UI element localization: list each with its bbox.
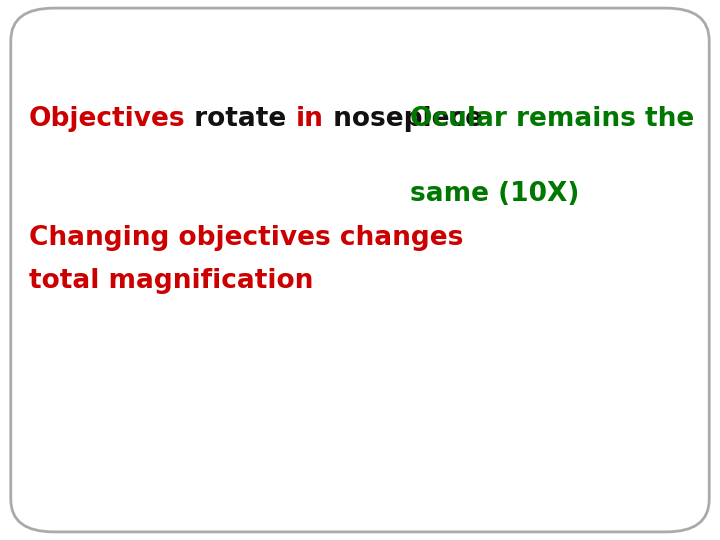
Text: nosepiece: nosepiece xyxy=(324,106,482,132)
Text: Objectives: Objectives xyxy=(29,106,186,132)
Text: rotate: rotate xyxy=(186,106,296,132)
Text: total magnification: total magnification xyxy=(29,268,313,294)
Text: same (10X): same (10X) xyxy=(410,181,580,207)
Text: Ocular remains the: Ocular remains the xyxy=(410,106,695,132)
Text: in: in xyxy=(296,106,324,132)
FancyBboxPatch shape xyxy=(11,8,709,532)
Text: Changing objectives changes: Changing objectives changes xyxy=(29,225,463,251)
